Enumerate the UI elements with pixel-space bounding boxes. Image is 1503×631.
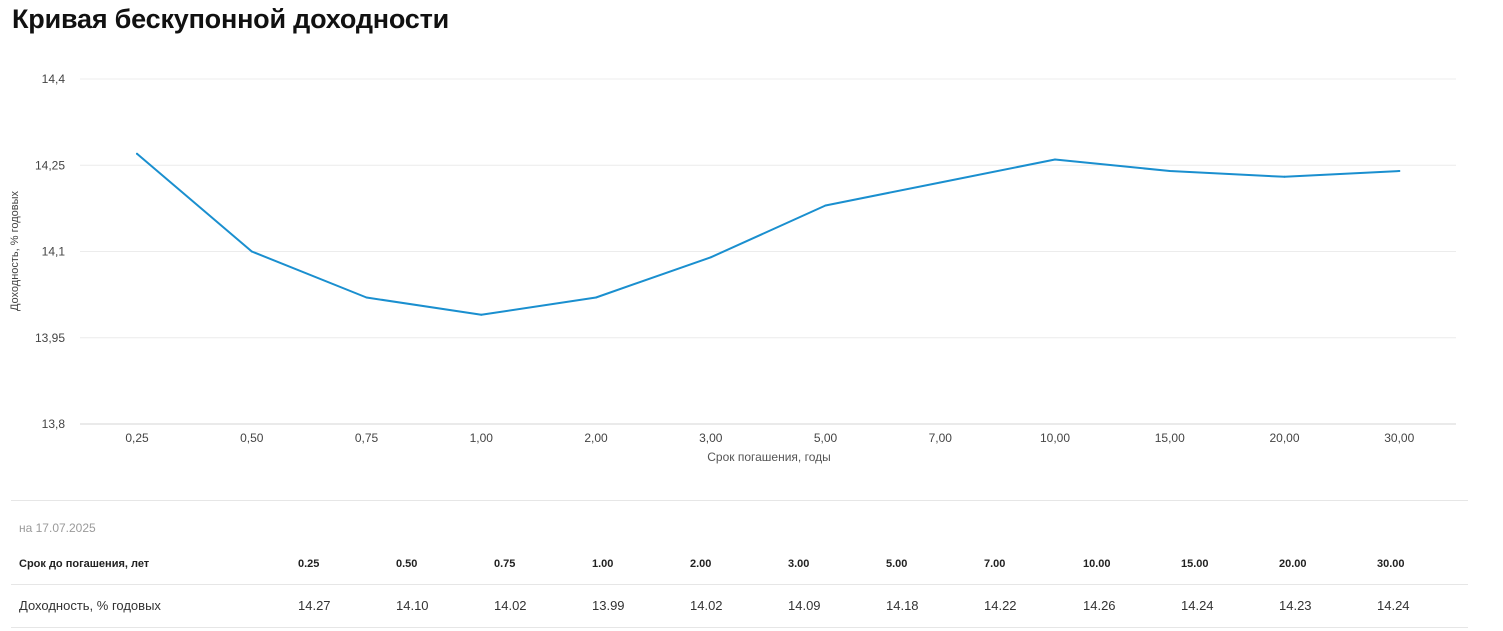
data-point[interactable]: [480, 313, 483, 316]
table-header-cell: 3.00: [788, 558, 810, 570]
table-cell: 14.18: [886, 598, 919, 613]
table-cell: 14.10: [396, 598, 429, 613]
table-date-label: на 17.07.2025: [19, 521, 96, 535]
table-header-cell: 5.00: [886, 558, 908, 570]
y-axis-label: Доходность, % годовых: [9, 190, 21, 311]
x-tick-label: 10,00: [1040, 431, 1070, 445]
table-header-cell: 0.25: [298, 558, 320, 570]
data-point[interactable]: [1398, 170, 1401, 172]
table-header-cell: 30.00: [1377, 558, 1405, 570]
y-tick-label: 14,1: [42, 245, 66, 259]
table-cell: 14.26: [1083, 598, 1116, 613]
table-header-cell: 2.00: [690, 558, 712, 570]
table-cell: 14.02: [690, 598, 723, 613]
x-tick-label: 0,50: [240, 431, 264, 445]
table-header-cell: 0.75: [494, 558, 516, 570]
x-axis-label: Срок погашения, годы: [707, 450, 831, 464]
table-cell: 14.22: [984, 598, 1017, 613]
table-header-cell: 0.50: [396, 558, 418, 570]
table-cell: 13.99: [592, 598, 625, 613]
data-point[interactable]: [824, 204, 827, 207]
x-tick-label: 0,75: [355, 431, 379, 445]
table-cell: 14.27: [298, 598, 331, 613]
x-tick-label: 0,25: [125, 431, 149, 445]
table-header-cell: 20.00: [1279, 558, 1307, 570]
table-cell: 14.23: [1279, 598, 1312, 613]
y-tick-label: 13,95: [35, 331, 65, 345]
y-tick-label: 14,25: [35, 158, 65, 172]
table-cell: 14.09: [788, 598, 821, 613]
data-point[interactable]: [939, 181, 942, 184]
table-header-cell: 15.00: [1181, 558, 1209, 570]
table-row-label: Доходность, % годовых: [19, 598, 161, 613]
table-row-divider: [11, 584, 1468, 585]
x-tick-label: 3,00: [699, 431, 723, 445]
table-header-cell: 10.00: [1083, 558, 1111, 570]
y-tick-label: 14,4: [42, 72, 66, 86]
data-point[interactable]: [595, 296, 597, 299]
data-point[interactable]: [1054, 158, 1056, 161]
x-tick-label: 30,00: [1384, 431, 1414, 445]
table-cell: 14.02: [494, 598, 527, 613]
x-tick-label: 7,00: [929, 431, 953, 445]
data-point[interactable]: [136, 152, 138, 155]
table-cell: 14.24: [1181, 598, 1214, 613]
table-cell: 14.24: [1377, 598, 1410, 613]
table-header-cell: 7.00: [984, 558, 1006, 570]
x-tick-label: 20,00: [1269, 431, 1299, 445]
y-tick-label: 13,8: [42, 417, 66, 431]
data-point[interactable]: [365, 296, 368, 299]
series-line: [136, 152, 1401, 316]
section-divider: [11, 500, 1468, 501]
x-tick-label: 5,00: [814, 431, 838, 445]
data-point[interactable]: [1283, 175, 1286, 178]
x-tick-labels: 0,25 0,50 0,75 1,00 2,00 3,00 5,00 7,00 10,00 15,…: [125, 431, 1414, 445]
x-tick-label: 15,00: [1155, 431, 1185, 445]
yield-curve-chart: 13,8 13,95 14,1 14,25 14,4 0,25 0,50 0,75 1,00 2…: [9, 72, 1456, 464]
x-tick-label: 2,00: [584, 431, 608, 445]
data-point[interactable]: [709, 256, 712, 259]
table-bottom-divider: [11, 627, 1468, 628]
grid-lines: [80, 78, 1456, 425]
data-point[interactable]: [250, 250, 253, 253]
y-tick-labels: 13,8 13,95 14,1 14,25 14,4: [35, 72, 65, 431]
series-line-group: [136, 152, 1401, 316]
page-title: Кривая бескупонной доходности: [12, 4, 450, 34]
x-tick-label: 1,00: [470, 431, 494, 445]
table-header-cell: 1.00: [592, 558, 614, 570]
data-point[interactable]: [1168, 170, 1171, 172]
table-header-label: Срок до погашения, лет: [19, 558, 150, 570]
